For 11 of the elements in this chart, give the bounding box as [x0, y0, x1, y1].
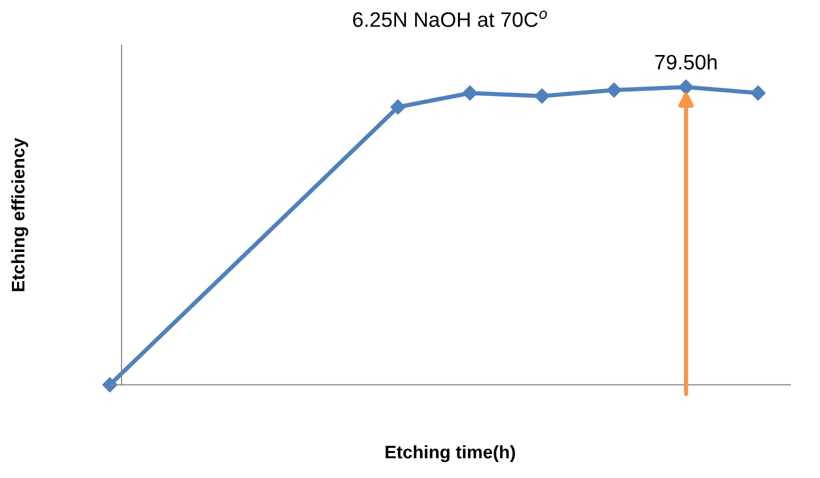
point — [750, 85, 766, 101]
point — [390, 99, 406, 115]
x-axis-title: Etching time(h) — [386, 445, 515, 462]
point — [534, 88, 550, 104]
y-axis-title: Etching efficiency — [11, 138, 28, 292]
point — [678, 80, 694, 95]
chart-title: 6.25N NaOH at 70C$^{o}$ — [353, 10, 547, 27]
point — [462, 85, 478, 101]
text: 79.50h — [655, 54, 717, 70]
point — [102, 377, 118, 392]
point — [606, 82, 622, 98]
